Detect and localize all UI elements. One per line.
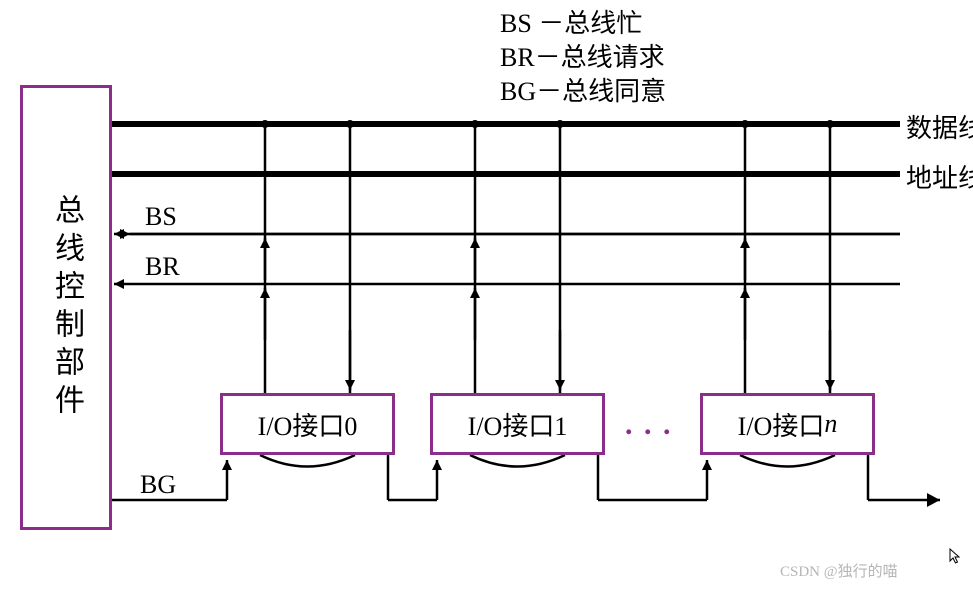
io-box-n: I/O接口n [700,393,875,455]
bus-controller-box: 总线控制部件 [20,85,112,530]
label-bg: BG [140,470,176,500]
legend-br: BR－总线请求 [500,37,665,74]
label-br: BR [145,252,180,282]
io-label-0: I/O接口0 [258,406,358,443]
io-label-n-prefix: I/O接口 [738,406,825,443]
io-label-n-n: n [824,409,837,439]
ellipsis: . . . [625,408,673,442]
io-box-0: I/O接口0 [220,393,395,455]
bus-controller-label: 总线控制部件 [42,194,90,422]
label-bs: BS [145,202,177,232]
legend-bs: BS －总线忙 [500,3,642,40]
io-box-1: I/O接口1 [430,393,605,455]
watermark: CSDN @独行的喵 [780,560,898,581]
legend-bg: BG－总线同意 [500,71,666,108]
label-data-bus: 数据线 [906,108,973,145]
io-label-1: I/O接口1 [468,406,568,443]
diagram-svg [0,0,973,601]
label-addr-bus: 地址线 [906,158,973,195]
cursor-icon [948,548,964,564]
